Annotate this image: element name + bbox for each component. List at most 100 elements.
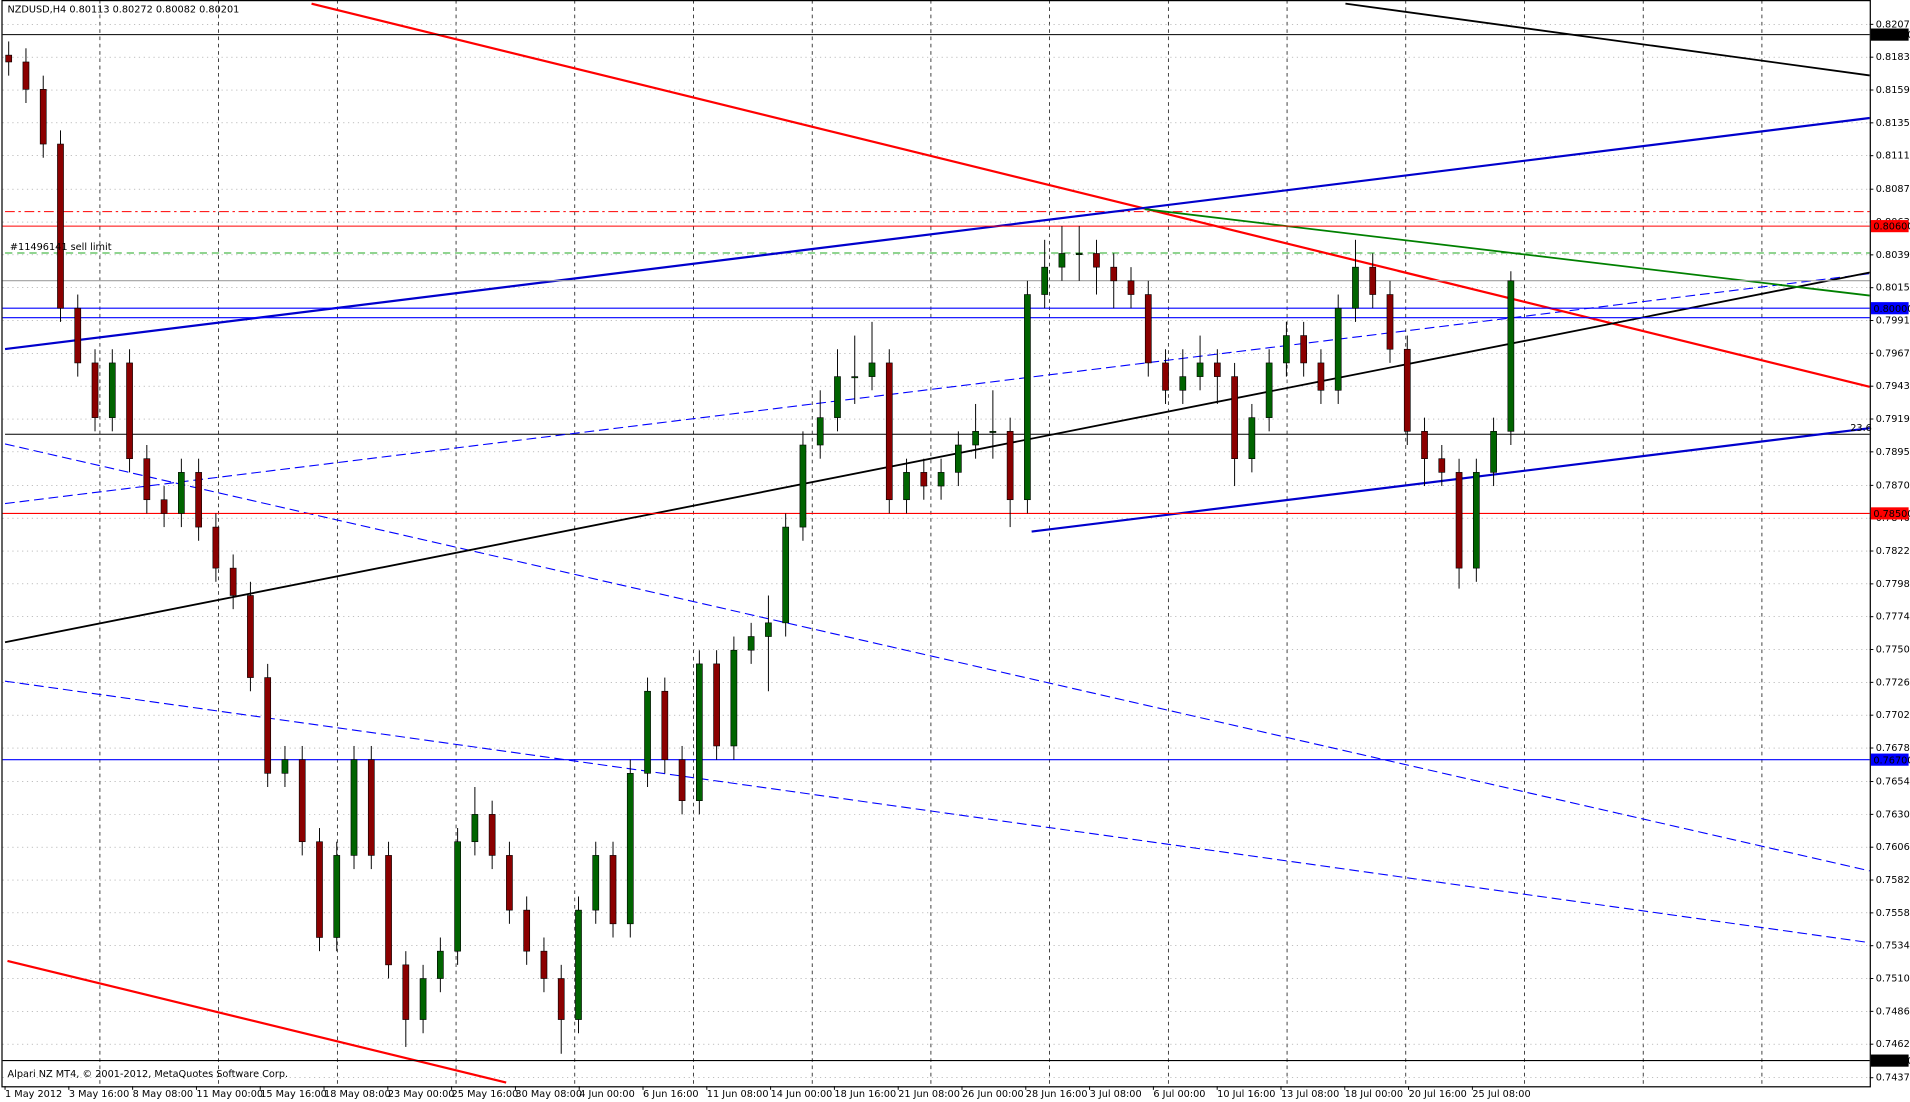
y-tick-label: 0.7943: [1876, 381, 1910, 392]
candle-body: [1231, 376, 1238, 459]
candle-body: [108, 362, 116, 418]
candle-body: [402, 964, 410, 1020]
x-tick-label: 6 Jul 00:00: [1153, 1089, 1205, 1100]
y-tick-label: 0.77025: [1876, 710, 1910, 721]
x-tick-label: 4 Jun 00:00: [579, 1089, 635, 1100]
candle-body: [644, 690, 651, 774]
candle-body: [1472, 472, 1480, 569]
candle-body: [5, 54, 13, 63]
x-tick-label: 20 Jul 16:00: [1409, 1089, 1467, 1100]
copyright: Alpari NZ MT4, © 2001-2012, MetaQuotes S…: [7, 1069, 288, 1080]
candle-body: [1127, 280, 1135, 295]
candle-body: [730, 649, 738, 747]
x-tick-label: 21 Jun 08:00: [898, 1089, 960, 1100]
candle-body: [782, 526, 790, 624]
order-label: #11496141 sell limit: [10, 242, 112, 253]
x-tick-label: 3 May 16:00: [69, 1089, 129, 1100]
y-tick-label: 0.78225: [1876, 546, 1910, 557]
price-label-box: [1870, 220, 1909, 233]
candle-body: [1058, 253, 1066, 268]
candle-body: [696, 663, 703, 801]
candle-body: [1421, 431, 1428, 459]
candle-body: [1110, 266, 1118, 282]
x-tick-label: 8 May 08:00: [133, 1089, 193, 1100]
candle-body: [91, 362, 99, 418]
candle-body: [540, 950, 548, 979]
price-label-box: [1870, 753, 1909, 766]
y-tick-label: 0.7919: [1876, 414, 1910, 425]
y-tick-label: 0.77505: [1876, 645, 1910, 656]
candle-body: [419, 978, 427, 1020]
candle-body: [1024, 294, 1031, 501]
y-tick-label: 0.77265: [1876, 677, 1910, 688]
x-tick-label: 28 Jun 16:00: [1026, 1089, 1088, 1100]
candle-body: [385, 855, 392, 966]
candle-body: [1300, 335, 1308, 364]
price-label-box: [1870, 507, 1909, 520]
price-label: 0.78500: [1873, 509, 1910, 520]
y-tick-label: 0.8039: [1876, 250, 1910, 261]
candle-body: [1455, 472, 1463, 569]
x-tick-label: 18 May 08:00: [324, 1089, 391, 1100]
candle-body: [454, 841, 461, 952]
candle-body: [903, 472, 910, 501]
candles: [5, 41, 1515, 1054]
x-tick-label: 11 Jun 08:00: [707, 1089, 769, 1100]
candle-body: [626, 773, 634, 925]
y-tick-label: 0.81835: [1876, 52, 1910, 63]
x-tick-label: 15 May 16:00: [260, 1089, 327, 1100]
x-tick-label: 13 Jul 08:00: [1281, 1089, 1339, 1100]
candle-body: [609, 855, 617, 925]
trendline: [1031, 427, 1870, 533]
trendline: [4, 116, 1870, 351]
candle-body: [1041, 266, 1049, 295]
candle-body: [765, 622, 772, 637]
price-label: 0.80000: [1873, 304, 1910, 315]
trendline: [311, 2, 1870, 388]
candle-body: [1438, 458, 1446, 473]
y-tick-label: 0.78705: [1876, 480, 1910, 491]
trendline: [1345, 2, 1870, 77]
candle-body: [178, 472, 185, 514]
candle-body: [1213, 362, 1221, 377]
candle-body: [22, 61, 30, 90]
x-tick-label: 18 Jun 16:00: [834, 1089, 896, 1100]
price-label-box: [1870, 28, 1909, 41]
candle-body: [333, 855, 341, 938]
candle-body: [229, 567, 237, 596]
candle-body: [1507, 280, 1515, 432]
candle-body: [851, 376, 859, 379]
candle-body: [1403, 348, 1411, 432]
x-tick-label: 3 Jul 08:00: [1090, 1089, 1142, 1100]
candle-body: [350, 759, 358, 856]
candle-body: [74, 307, 82, 364]
candle-body: [954, 444, 962, 473]
chart-title: NZDUSD,H4 0.80113 0.80272 0.80082 0.8020…: [7, 5, 239, 16]
x-tick-label: 26 Jun 00:00: [962, 1089, 1024, 1100]
fib-label: 23.6: [1850, 423, 1872, 434]
trendline: [4, 680, 1870, 944]
x-tick-label: 11 May 00:00: [196, 1089, 263, 1100]
candle-body: [989, 431, 997, 433]
trendline: [4, 271, 1870, 644]
candle-body: [937, 472, 945, 487]
price-label: 0.76700: [1873, 755, 1910, 766]
candle-body: [1162, 362, 1169, 391]
y-tick-label: 0.81595: [1876, 85, 1910, 96]
candle-body: [1248, 417, 1256, 459]
candle-body: [972, 431, 979, 446]
candle-body: [1196, 362, 1204, 377]
y-tick-label: 0.8015: [1876, 283, 1910, 294]
candle-body: [143, 458, 151, 501]
trendline: [4, 273, 1870, 505]
price-label-box: [1870, 1054, 1909, 1067]
candle-body: [367, 759, 375, 856]
candle-body: [1283, 335, 1290, 364]
